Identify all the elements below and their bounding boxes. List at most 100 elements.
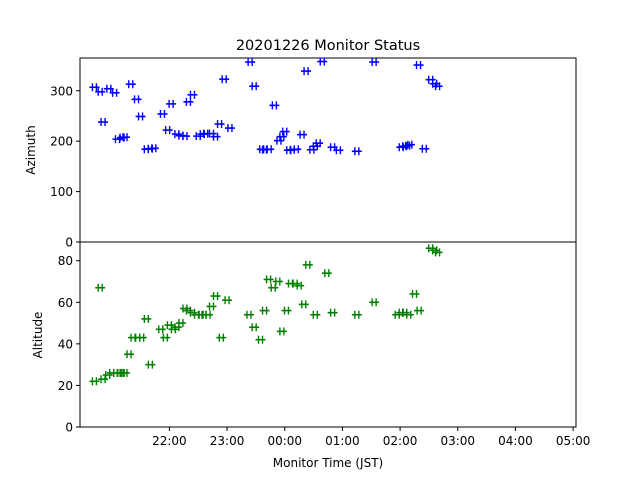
altitude-point bbox=[98, 375, 109, 384]
altitude-point bbox=[414, 306, 425, 315]
azimuth-point bbox=[95, 87, 106, 96]
x-tick-label: 04:00 bbox=[498, 434, 533, 448]
x-tick-label: 00:00 bbox=[267, 434, 302, 448]
altitude-point bbox=[276, 327, 287, 336]
altitude-point bbox=[89, 377, 100, 386]
azimuth-y-tick-label: 300 bbox=[50, 84, 73, 98]
azimuth-panel: 0 100 200 300 Azimuth bbox=[24, 57, 577, 250]
azimuth-point bbox=[187, 90, 198, 99]
azimuth-point bbox=[396, 143, 407, 152]
altitude-point bbox=[409, 289, 420, 298]
x-tick-label: 22:00 bbox=[152, 434, 187, 448]
azimuth-point bbox=[413, 61, 424, 70]
x-tick-label: 23:00 bbox=[210, 434, 245, 448]
azimuth-point bbox=[157, 109, 168, 118]
altitude-point bbox=[119, 368, 130, 377]
altitude-point bbox=[272, 277, 283, 286]
altitude-point bbox=[298, 300, 309, 309]
altitude-point bbox=[155, 325, 166, 334]
x-tick-label: 01:00 bbox=[325, 434, 360, 448]
azimuth-point bbox=[297, 130, 308, 139]
azimuth-point bbox=[279, 127, 290, 136]
altitude-y-tick-label: 20 bbox=[58, 379, 73, 393]
altitude-y-tick-label: 40 bbox=[58, 337, 73, 351]
altitude-point bbox=[210, 292, 221, 301]
altitude-point bbox=[243, 310, 254, 319]
azimuth-point bbox=[162, 126, 173, 135]
altitude-point bbox=[216, 333, 227, 342]
x-tick-label: 03:00 bbox=[440, 434, 475, 448]
altitude-points bbox=[89, 244, 443, 386]
altitude-point bbox=[124, 350, 135, 359]
azimuth-point bbox=[98, 118, 109, 127]
azimuth-point bbox=[369, 58, 380, 67]
x-axis-ticks: 22:00 23:00 00:00 01:00 02:00 03:00 04:00 05:00 bbox=[152, 427, 590, 448]
azimuth-point bbox=[125, 80, 136, 89]
azimuth-point bbox=[183, 97, 194, 106]
azimuth-point bbox=[333, 146, 344, 155]
azimuth-point bbox=[166, 99, 177, 108]
azimuth-point bbox=[224, 124, 235, 133]
azimuth-point bbox=[219, 75, 230, 84]
azimuth-point bbox=[269, 101, 280, 110]
altitude-point bbox=[327, 308, 338, 317]
azimuth-point bbox=[273, 136, 284, 145]
azimuth-point bbox=[351, 147, 362, 156]
altitude-y-tick-label: 80 bbox=[58, 254, 73, 268]
altitude-y-tick-label: 0 bbox=[65, 421, 73, 435]
azimuth-y-ticks: 0 100 200 300 bbox=[50, 84, 80, 250]
azimuth-point bbox=[301, 67, 312, 76]
x-axis-label: Monitor Time (JST) bbox=[273, 456, 383, 470]
altitude-point bbox=[259, 306, 270, 315]
x-tick-label: 05:00 bbox=[556, 434, 591, 448]
chart-title: 20201226 Monitor Status bbox=[236, 38, 420, 54]
altitude-point bbox=[321, 269, 332, 278]
azimuth-point bbox=[109, 88, 120, 97]
azimuth-point bbox=[249, 82, 260, 91]
altitude-point bbox=[302, 260, 313, 269]
altitude-point bbox=[281, 306, 292, 315]
altitude-panel: 0 20 40 60 80 Altitude bbox=[31, 241, 577, 435]
altitude-y-ticks: 0 20 40 60 80 bbox=[58, 254, 80, 435]
altitude-y-tick-label: 60 bbox=[58, 296, 73, 310]
altitude-point bbox=[351, 310, 362, 319]
altitude-point bbox=[145, 360, 156, 369]
altitude-point bbox=[136, 333, 147, 342]
altitude-point bbox=[310, 310, 321, 319]
azimuth-point bbox=[419, 144, 430, 153]
azimuth-point bbox=[245, 58, 256, 67]
azimuth-point bbox=[214, 120, 225, 129]
azimuth-point bbox=[135, 112, 146, 121]
altitude-point bbox=[95, 283, 106, 292]
altitude-point bbox=[255, 335, 266, 344]
altitude-point bbox=[432, 248, 443, 257]
azimuth-point bbox=[148, 144, 159, 153]
azimuth-point bbox=[119, 133, 130, 142]
altitude-point bbox=[403, 310, 414, 319]
azimuth-point bbox=[432, 82, 443, 91]
azimuth-point bbox=[404, 140, 415, 149]
altitude-point bbox=[249, 323, 260, 332]
altitude-point bbox=[369, 298, 380, 307]
altitude-point bbox=[263, 275, 274, 284]
azimuth-point bbox=[291, 145, 302, 154]
altitude-point bbox=[175, 319, 186, 328]
azimuth-point bbox=[103, 84, 114, 93]
azimuth-point bbox=[276, 132, 287, 141]
altitude-point bbox=[160, 333, 171, 342]
altitude-point bbox=[141, 314, 152, 323]
azimuth-point bbox=[131, 95, 142, 104]
azimuth-y-tick-label: 0 bbox=[65, 236, 73, 250]
azimuth-point bbox=[425, 75, 436, 84]
azimuth-point bbox=[313, 139, 324, 148]
azimuth-point bbox=[179, 132, 190, 141]
azimuth-point bbox=[264, 145, 275, 154]
x-tick-label: 02:00 bbox=[383, 434, 418, 448]
altitude-point bbox=[203, 310, 214, 319]
azimuth-points bbox=[89, 57, 443, 156]
azimuth-axis-label: Azimuth bbox=[24, 125, 38, 174]
azimuth-plot-frame bbox=[79, 57, 577, 243]
altitude-point bbox=[206, 302, 217, 311]
altitude-plot-frame bbox=[79, 241, 577, 428]
azimuth-point bbox=[89, 83, 100, 92]
